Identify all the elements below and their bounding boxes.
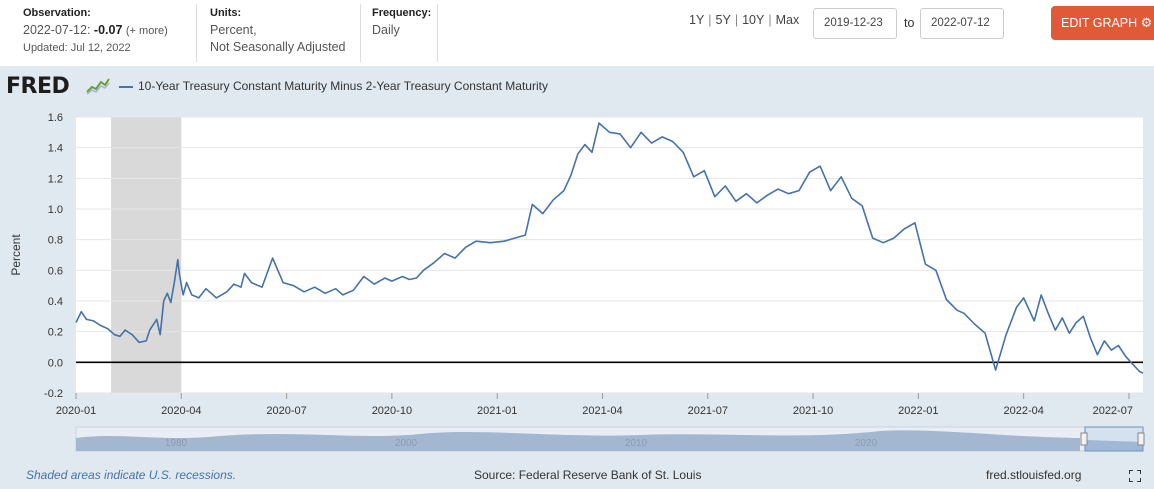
legend-swatch [119,85,133,88]
frequency-block: Frequency: Daily [372,5,431,39]
units-label: Units: [210,7,242,19]
x-tick-label: 2020-04 [161,405,201,417]
y-tick-label: -0.2 [44,388,63,400]
navigator-label: 1980 [165,438,188,449]
y-axis-label: Percent [9,234,23,276]
meta-divider [437,4,438,62]
frequency-value: Daily [372,23,400,37]
x-tick-label: 2022-01 [898,405,938,417]
series-line [75,122,1144,374]
units-block: Units: Percent, Not Seasonally Adjusted [210,5,346,56]
y-tick-label: 1.2 [48,173,63,185]
fred-graph-logo-icon [86,77,110,95]
gear-icon: ⚙ [1140,15,1153,30]
observation-value-row: 2022-07-12: -0.07 (+ more) [23,22,168,40]
x-tick-label: 2022-04 [1003,405,1043,417]
navigator-label: 2010 [625,438,648,449]
edit-graph-label: EDIT GRAPH [1061,16,1138,30]
navigator-label: 2020 [855,438,878,449]
x-tick-label: 2021-10 [793,405,833,417]
y-tick-label: 0.0 [48,357,63,369]
source-label: Source: Federal Reserve Bank of St. Loui… [474,468,702,482]
date-to-label: to [904,16,915,30]
range-1y-button[interactable]: 1Y [689,13,705,27]
x-tick-label: 2022-07 [1093,405,1133,417]
observation-label: Observation: [23,7,91,19]
meta-divider [196,4,197,62]
observation-date: 2022-07-12: [23,23,91,37]
navigator-left-handle[interactable] [1080,432,1088,446]
x-tick-label: 2021-04 [582,405,622,417]
frequency-label: Frequency: [372,7,432,19]
x-tick-label: 2020-10 [372,405,412,417]
navigator-label: 2000 [395,438,418,449]
recession-band [111,117,182,393]
range-max-button[interactable]: Max [775,13,800,27]
end-date-input[interactable]: 2022-07-12 [920,8,1004,39]
y-tick-label: 0.4 [48,296,63,308]
gridlines [76,116,1143,394]
chart-legend: 10-Year Treasury Constant Maturity Minus… [119,79,548,93]
navigator-labels: 1980 2000 2010 2020 [165,438,878,449]
fred-logo: FRED [6,74,70,99]
y-tick-label: 1.6 [48,112,63,124]
start-date-input[interactable]: 2019-12-23 [813,8,897,39]
y-tick-label: 0.8 [48,235,63,247]
site-link[interactable]: fred.stlouisfed.org [986,468,1082,482]
fullscreen-icon[interactable] [1129,470,1141,482]
navigator-window[interactable] [1084,426,1144,452]
series-meta-bar: Observation: 2022-07-12: -0.07 (+ more) … [0,0,1154,66]
range-5y-button[interactable]: 5Y [715,13,731,27]
chart-title: 10-Year Treasury Constant Maturity Minus… [138,79,548,93]
plot-background [76,117,1143,393]
observation-block: Observation: 2022-07-12: -0.07 (+ more) … [23,5,168,57]
edit-graph-button[interactable]: EDIT GRAPH ⚙ [1051,6,1154,40]
navigator-area [76,430,1080,451]
x-tick-label: 2020-07 [266,405,306,417]
y-tick-label: 1.4 [48,143,63,155]
navigator-right-handle[interactable] [1137,432,1145,446]
y-tick-label: 1.0 [48,204,63,216]
units-line1: Percent, [210,23,257,37]
range-10y-button[interactable]: 10Y [742,13,765,27]
recession-footnote: Shaded areas indicate U.S. recessions. [26,468,237,482]
observation-value: -0.07 [93,23,123,37]
y-tick-label: 0.6 [48,265,63,277]
range-selector: 1Y | 5Y | 10Y | Max [689,13,800,27]
x-tick-label: 2020-01 [56,405,96,417]
units-line2: Not Seasonally Adjusted [210,40,346,54]
updated-date: Updated: Jul 12, 2022 [23,42,131,54]
meta-divider [360,4,361,62]
y-tick-label: 0.2 [48,327,63,339]
more-observations-link[interactable]: (+ more) [125,25,168,37]
x-axis-ticks: 2020-01 2020-04 2020-07 2020-10 2021-01 2021-… [56,393,1133,417]
x-tick-label: 2021-07 [688,405,728,417]
x-tick-label: 2021-01 [477,405,517,417]
y-axis-ticks: 1.6 1.4 1.2 1.0 0.8 0.6 0.4 0.2 0.0 -0.2 [44,112,63,400]
